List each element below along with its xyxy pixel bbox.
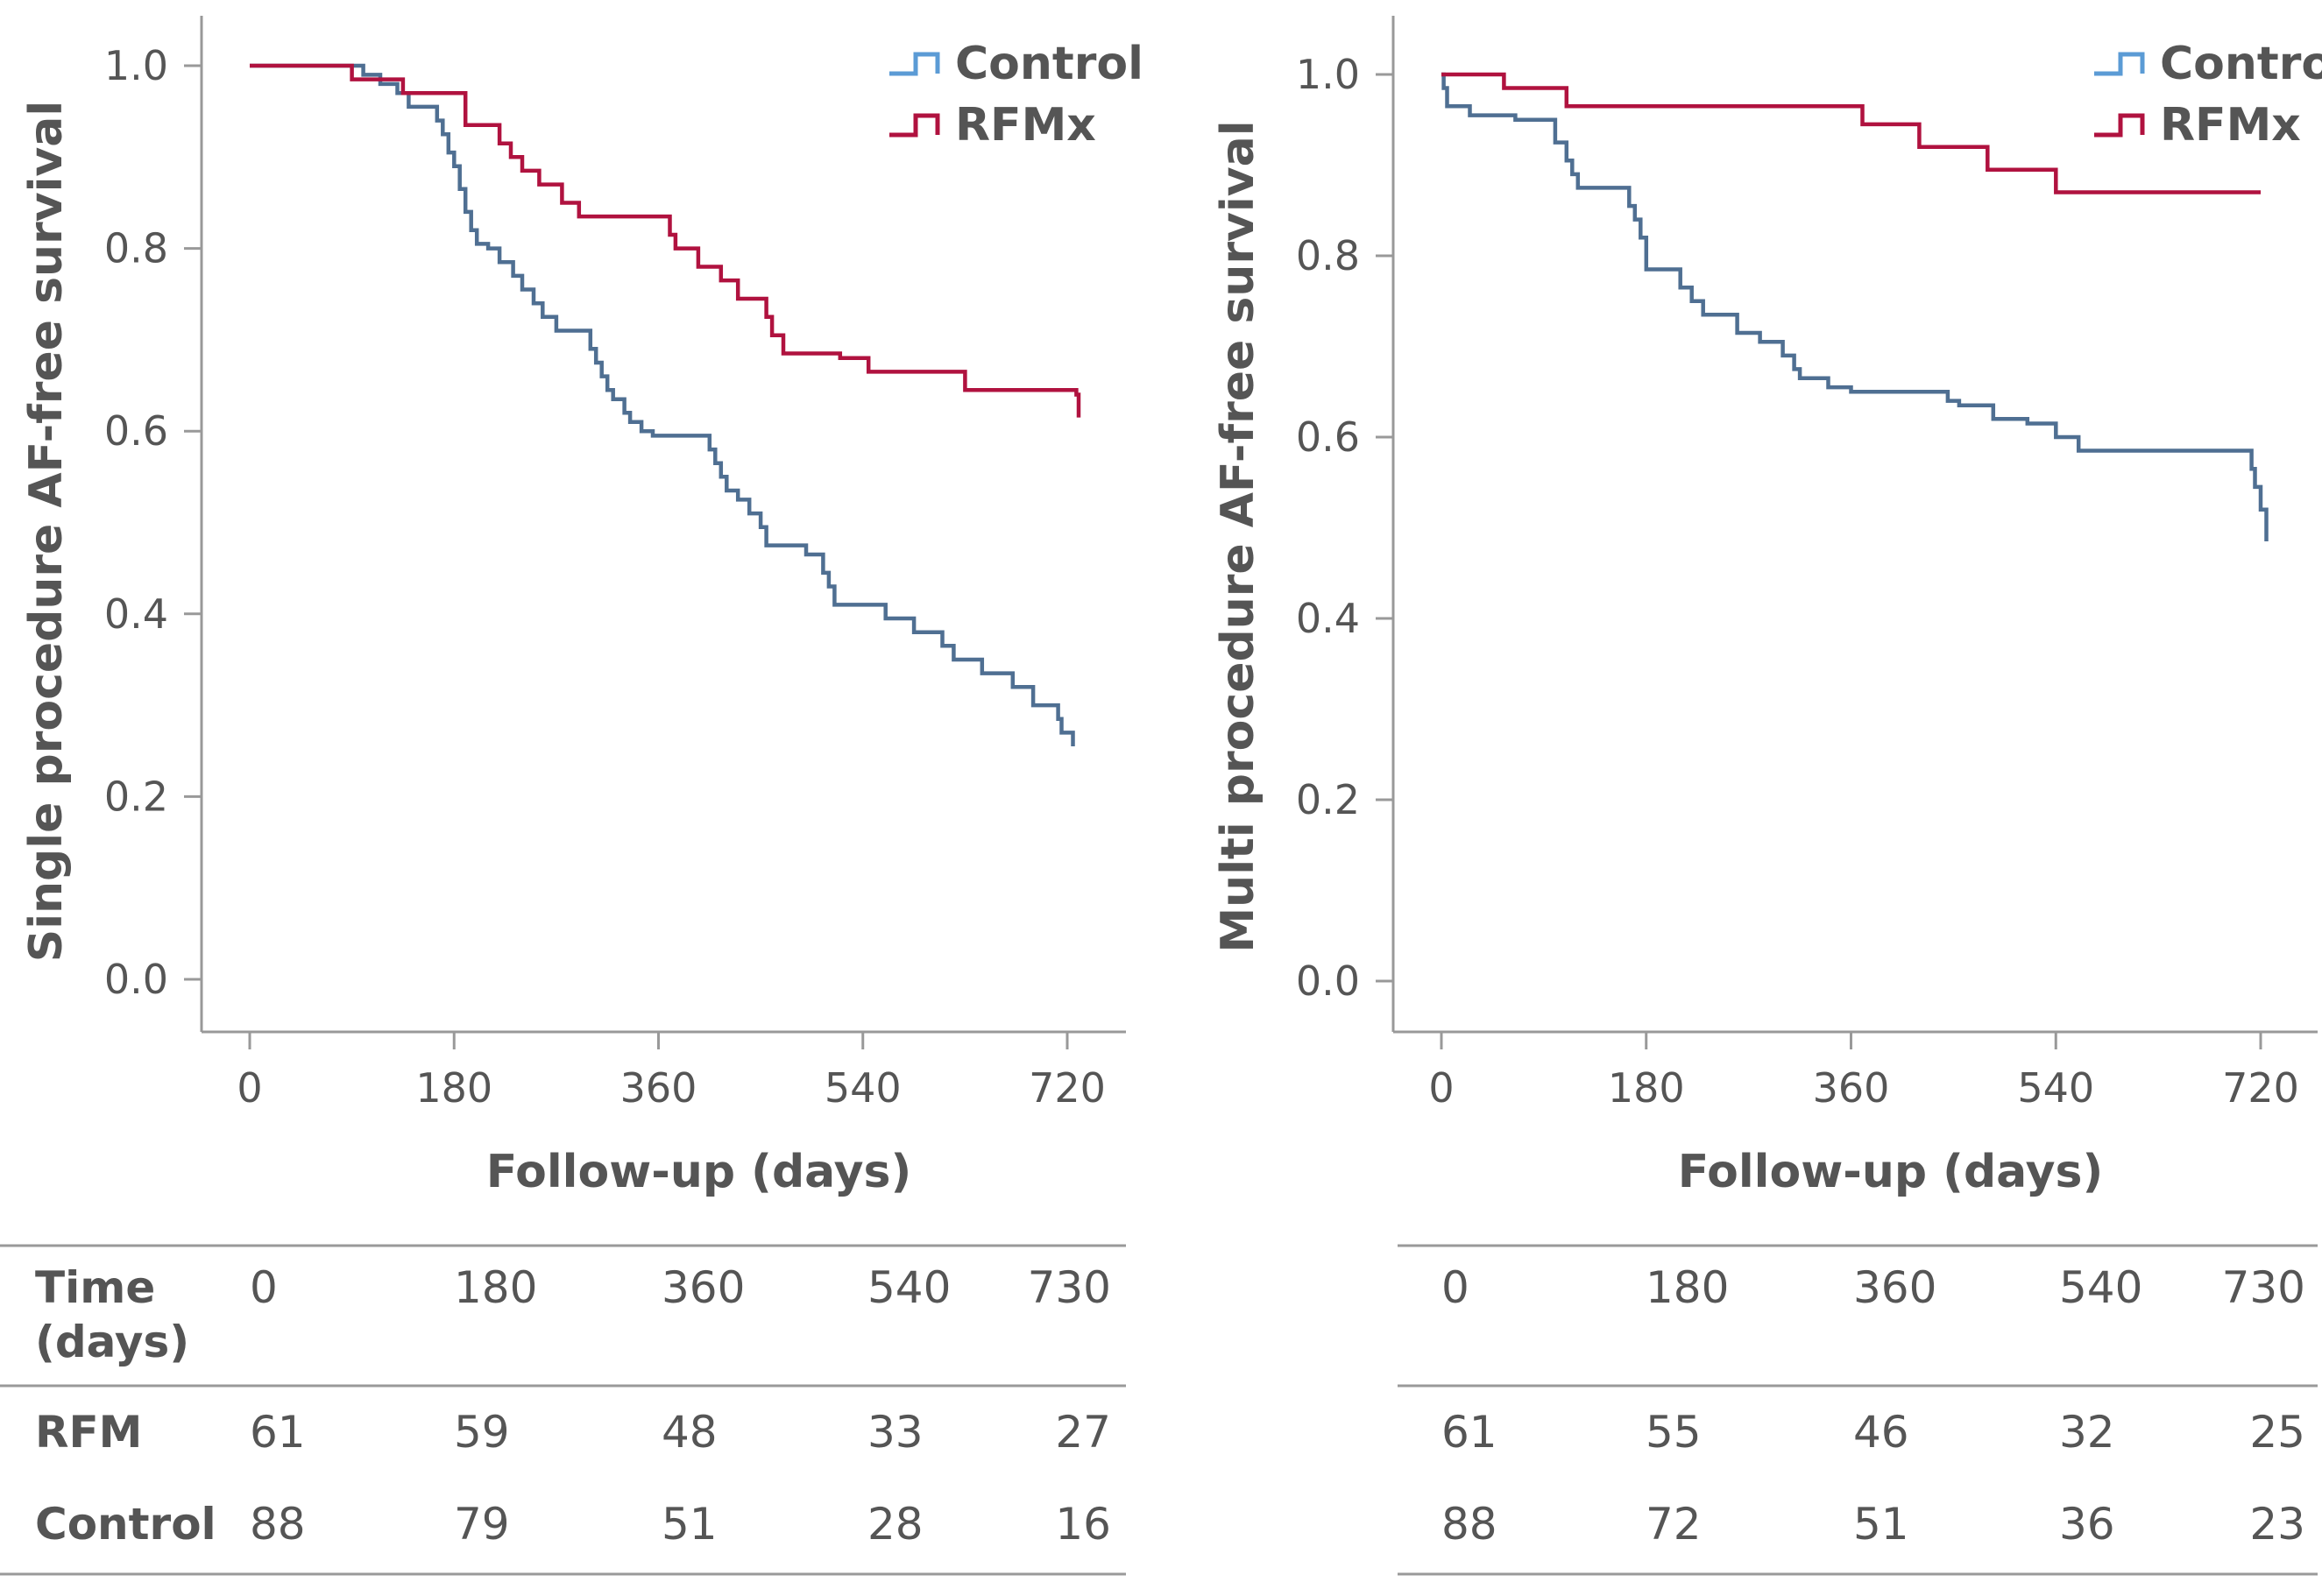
table-cell: 61 <box>250 1407 306 1458</box>
legend-swatch-rfmx <box>889 113 940 138</box>
table-cell: 25 <box>2249 1407 2305 1458</box>
table-cell: 36 <box>2059 1499 2115 1550</box>
x-tick-label: 360 <box>620 1064 697 1112</box>
table-header-cell: 540 <box>2059 1262 2142 1313</box>
table-cell: 46 <box>1853 1407 1909 1458</box>
table-cell: 88 <box>250 1499 306 1550</box>
y-tick-label: 0.8 <box>1296 232 1360 279</box>
x-tick-label: 360 <box>1813 1064 1890 1112</box>
legend-swatch-rfmx <box>2094 113 2145 138</box>
y-tick-label: 0.4 <box>1296 595 1360 642</box>
table-row-label: Control <box>35 1499 216 1550</box>
table-row-label: RFM <box>35 1407 142 1458</box>
table-cell: 48 <box>662 1407 718 1458</box>
table-cell: 51 <box>662 1499 718 1550</box>
table-header-cell: 360 <box>1853 1262 1936 1313</box>
table-cell: 51 <box>1853 1499 1909 1550</box>
y-tick-label: 0.2 <box>104 773 168 820</box>
legend-label-control: Control <box>2160 38 2322 90</box>
x-tick-label: 180 <box>1608 1064 1685 1112</box>
x-tick-label: 0 <box>1428 1064 1454 1112</box>
x-tick-label: 720 <box>1029 1064 1106 1112</box>
table-header-cell: 730 <box>2222 1262 2305 1313</box>
risk-table: Time(days) 0 180 360 540 730 RFM 61 59 48 33 27 Cont… <box>0 1244 1126 1576</box>
table-cell: 33 <box>867 1407 924 1458</box>
legend-label-rfmx: RFMx <box>2160 99 2301 152</box>
x-tick-label: 540 <box>825 1064 902 1112</box>
x-tick-label: 0 <box>237 1064 262 1112</box>
table-cell: 72 <box>1646 1499 1702 1550</box>
y-tick-label: 0.6 <box>1296 413 1360 461</box>
y-axis-label: Single procedure AF-free survival <box>20 101 73 962</box>
y-tick-label: 1.0 <box>104 42 168 89</box>
series-line-rfmx <box>1441 72 2261 194</box>
x-tick-label: 720 <box>2222 1064 2299 1112</box>
y-tick-label: 0.8 <box>104 225 168 272</box>
chart-panel-1: 0.0 0.2 0.4 0.6 0.8 1.0 0 180 360 540 720 Follow-up… <box>0 16 1143 1576</box>
table-cell: 88 <box>1441 1499 1497 1550</box>
table-cell: 79 <box>454 1499 510 1550</box>
x-axis-label: Follow-up (days) <box>486 1146 912 1198</box>
legend-swatch-control <box>889 52 940 76</box>
table-header-cell: 730 <box>1028 1262 1111 1313</box>
legend-label-control: Control <box>955 38 1143 90</box>
table-cell: 28 <box>867 1499 924 1550</box>
risk-table: 0 180 360 540 730 61 55 46 32 25 88 72 51 36 23 <box>1398 1244 2318 1576</box>
y-tick-label: 1.0 <box>1296 51 1360 98</box>
legend-label-rfmx: RFMx <box>955 99 1096 152</box>
y-tick-label: 0.4 <box>104 590 168 638</box>
table-cell: 32 <box>2059 1407 2115 1458</box>
table-header-label: Time <box>35 1262 155 1313</box>
y-tick-label: 0.6 <box>104 407 168 455</box>
y-tick-label: 0.0 <box>1296 957 1360 1005</box>
table-cell: 55 <box>1646 1407 1702 1458</box>
table-header-cell: 0 <box>250 1262 278 1313</box>
table-header-cell: 180 <box>454 1262 537 1313</box>
series-line-control <box>250 63 1075 746</box>
table-header-cell: 180 <box>1646 1262 1729 1313</box>
table-cell: 16 <box>1055 1499 1111 1550</box>
x-tick-label: 180 <box>415 1064 492 1112</box>
table-header-cell: 360 <box>662 1262 745 1313</box>
table-cell: 23 <box>2249 1499 2305 1550</box>
series-line-rfmx <box>250 63 1081 418</box>
table-header-cell: 0 <box>1441 1262 1469 1313</box>
table-header-label: (days) <box>35 1317 189 1367</box>
table-header-cell: 540 <box>867 1262 951 1313</box>
x-axis-label: Follow-up (days) <box>1678 1146 2104 1198</box>
y-tick-label: 0.0 <box>104 956 168 1003</box>
x-tick-label: 540 <box>2017 1064 2094 1112</box>
y-tick-label: 0.2 <box>1296 776 1360 823</box>
chart-panel-2: 0.00.20.40.60.81.00 180 360 540 720Follow-up… <box>1212 16 2322 1576</box>
table-cell: 27 <box>1055 1407 1111 1458</box>
table-cell: 61 <box>1441 1407 1497 1458</box>
series-line-control <box>1441 72 2269 541</box>
table-cell: 59 <box>454 1407 510 1458</box>
y-axis-label: Multi procedure AF-free survival <box>1212 120 1264 952</box>
legend-swatch-control <box>2094 52 2145 76</box>
